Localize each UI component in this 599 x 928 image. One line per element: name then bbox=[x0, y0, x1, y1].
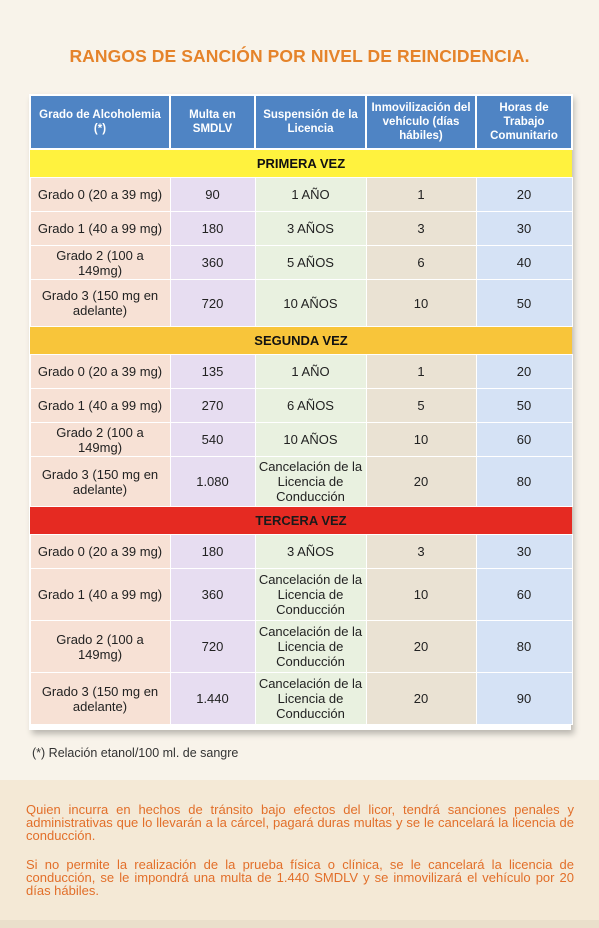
section-label: TERCERA VEZ bbox=[30, 506, 572, 535]
cell-multa: 1.080 bbox=[169, 456, 256, 507]
sanctions-table-container: Grado de Alcoholemia (*) Multa en SMDLV … bbox=[29, 94, 573, 730]
cell-multa: 360 bbox=[169, 568, 256, 621]
cell-inmovilizacion: 1 bbox=[365, 354, 477, 389]
cell-grado: Grado 2 (100 a 149mg) bbox=[29, 245, 171, 280]
cell-inmovilizacion: 6 bbox=[365, 245, 477, 280]
page-title: RANGOS DE SANCIÓN POR NIVEL DE REINCIDEN… bbox=[69, 46, 530, 66]
cell-inmovilizacion: 10 bbox=[365, 568, 477, 621]
cell-suspension: Cancelación de la Licencia de Conducción bbox=[254, 568, 367, 621]
cell-horas: 30 bbox=[475, 534, 573, 569]
table-row: Grado 1 (40 a 99 mg) 360 Cancelación de la… bbox=[29, 568, 573, 621]
cell-suspension: 10 AÑOS bbox=[254, 422, 367, 457]
table-row: Grado 3 (150 mg en adelante) 1.080 Cancela… bbox=[29, 456, 573, 507]
cell-grado: Grado 1 (40 a 99 mg) bbox=[29, 388, 171, 423]
info-paragraph-2: Si no permite la realización de la prueb… bbox=[26, 857, 574, 898]
section-label: PRIMERA VEZ bbox=[30, 149, 572, 178]
table-row: Grado 2 (100 a 149mg) 360 5 AÑOS 6 40 bbox=[29, 245, 573, 280]
cell-horas: 60 bbox=[475, 568, 573, 621]
section-row: PRIMERA VEZ bbox=[30, 149, 572, 178]
cell-suspension: 5 AÑOS bbox=[254, 245, 367, 280]
cell-grado: Grado 2 (100 a 149mg) bbox=[29, 620, 171, 673]
cell-inmovilizacion: 5 bbox=[365, 388, 477, 423]
cell-grado: Grado 3 (150 mg en adelante) bbox=[29, 279, 171, 327]
cell-inmovilizacion: 3 bbox=[365, 534, 477, 569]
header-multa: Multa en SMDLV bbox=[169, 94, 256, 150]
table-row: Grado 3 (150 mg en adelante) 720 10 AÑOS 10… bbox=[29, 279, 573, 327]
cell-multa: 90 bbox=[169, 177, 256, 212]
table-header-row: Grado de Alcoholemia (*) Multa en SMDLV … bbox=[29, 94, 573, 150]
cell-grado: Grado 0 (20 a 39 mg) bbox=[29, 177, 171, 212]
cell-multa: 135 bbox=[169, 354, 256, 389]
cell-multa: 720 bbox=[169, 279, 256, 327]
cell-grado: Grado 3 (150 mg en adelante) bbox=[29, 672, 171, 725]
cell-multa: 180 bbox=[169, 534, 256, 569]
cell-multa: 270 bbox=[169, 388, 256, 423]
cell-multa: 180 bbox=[169, 211, 256, 246]
cell-horas: 30 bbox=[475, 211, 573, 246]
table-row: Grado 2 (100 a 149mg) 720 Cancelación de l… bbox=[29, 620, 573, 673]
cell-multa: 1.440 bbox=[169, 672, 256, 725]
header-inmovilizacion: Inmovilización del vehículo (días hábile… bbox=[365, 94, 477, 150]
cell-inmovilizacion: 10 bbox=[365, 422, 477, 457]
cell-suspension: Cancelación de la Licencia de Conducción bbox=[254, 672, 367, 725]
table-row: Grado 0 (20 a 39 mg) 180 3 AÑOS 3 30 bbox=[29, 534, 573, 569]
cell-grado: Grado 2 (100 a 149mg) bbox=[29, 422, 171, 457]
info-background bbox=[0, 780, 599, 928]
cell-horas: 60 bbox=[475, 422, 573, 457]
cell-grado: Grado 0 (20 a 39 mg) bbox=[29, 354, 171, 389]
table-row: Grado 1 (40 a 99 mg) 270 6 AÑOS 5 50 bbox=[29, 388, 573, 423]
cell-suspension: 1 AÑO bbox=[254, 354, 367, 389]
cell-suspension: 10 AÑOS bbox=[254, 279, 367, 327]
cell-grado: Grado 0 (20 a 39 mg) bbox=[29, 534, 171, 569]
cell-grado: Grado 1 (40 a 99 mg) bbox=[29, 211, 171, 246]
cell-suspension: 1 AÑO bbox=[254, 177, 367, 212]
cell-suspension: Cancelación de la Licencia de Conducción bbox=[254, 620, 367, 673]
table-row: Grado 1 (40 a 99 mg) 180 3 AÑOS 3 30 bbox=[29, 211, 573, 246]
cell-inmovilizacion: 20 bbox=[365, 672, 477, 725]
cell-grado: Grado 3 (150 mg en adelante) bbox=[29, 456, 171, 507]
cell-inmovilizacion: 1 bbox=[365, 177, 477, 212]
cell-suspension: 6 AÑOS bbox=[254, 388, 367, 423]
cell-horas: 80 bbox=[475, 456, 573, 507]
cell-grado: Grado 1 (40 a 99 mg) bbox=[29, 568, 171, 621]
footnote: (*) Relación etanol/100 ml. de sangre bbox=[32, 746, 239, 760]
cell-horas: 40 bbox=[475, 245, 573, 280]
info-paragraph-1: Quien incurra en hechos de tránsito bajo… bbox=[26, 802, 574, 843]
table-row: Grado 3 (150 mg en adelante) 1.440 Cancela… bbox=[29, 672, 573, 725]
section-label: SEGUNDA VEZ bbox=[30, 326, 572, 355]
cell-inmovilizacion: 20 bbox=[365, 620, 477, 673]
cell-horas: 20 bbox=[475, 354, 573, 389]
bottom-band bbox=[0, 920, 599, 928]
cell-multa: 720 bbox=[169, 620, 256, 673]
header-horas: Horas de Trabajo Comunitario bbox=[475, 94, 573, 150]
cell-suspension: 3 AÑOS bbox=[254, 211, 367, 246]
table-row: Grado 0 (20 a 39 mg) 90 1 AÑO 1 20 bbox=[29, 177, 573, 212]
cell-inmovilizacion: 20 bbox=[365, 456, 477, 507]
section-row: TERCERA VEZ bbox=[30, 506, 572, 535]
cell-horas: 20 bbox=[475, 177, 573, 212]
sanctions-table: Grado de Alcoholemia (*) Multa en SMDLV … bbox=[29, 94, 573, 725]
table-row: Grado 0 (20 a 39 mg) 135 1 AÑO 1 20 bbox=[29, 354, 573, 389]
cell-suspension: 3 AÑOS bbox=[254, 534, 367, 569]
cell-inmovilizacion: 3 bbox=[365, 211, 477, 246]
table-row: Grado 2 (100 a 149mg) 540 10 AÑOS 10 60 bbox=[29, 422, 573, 457]
section-row: SEGUNDA VEZ bbox=[30, 326, 572, 355]
header-grado: Grado de Alcoholemia (*) bbox=[29, 94, 171, 150]
cell-horas: 50 bbox=[475, 279, 573, 327]
cell-horas: 90 bbox=[475, 672, 573, 725]
cell-suspension: Cancelación de la Licencia de Conducción bbox=[254, 456, 367, 507]
cell-multa: 360 bbox=[169, 245, 256, 280]
cell-horas: 80 bbox=[475, 620, 573, 673]
cell-multa: 540 bbox=[169, 422, 256, 457]
cell-inmovilizacion: 10 bbox=[365, 279, 477, 327]
cell-horas: 50 bbox=[475, 388, 573, 423]
header-suspension: Suspensión de la Licencia bbox=[254, 94, 367, 150]
